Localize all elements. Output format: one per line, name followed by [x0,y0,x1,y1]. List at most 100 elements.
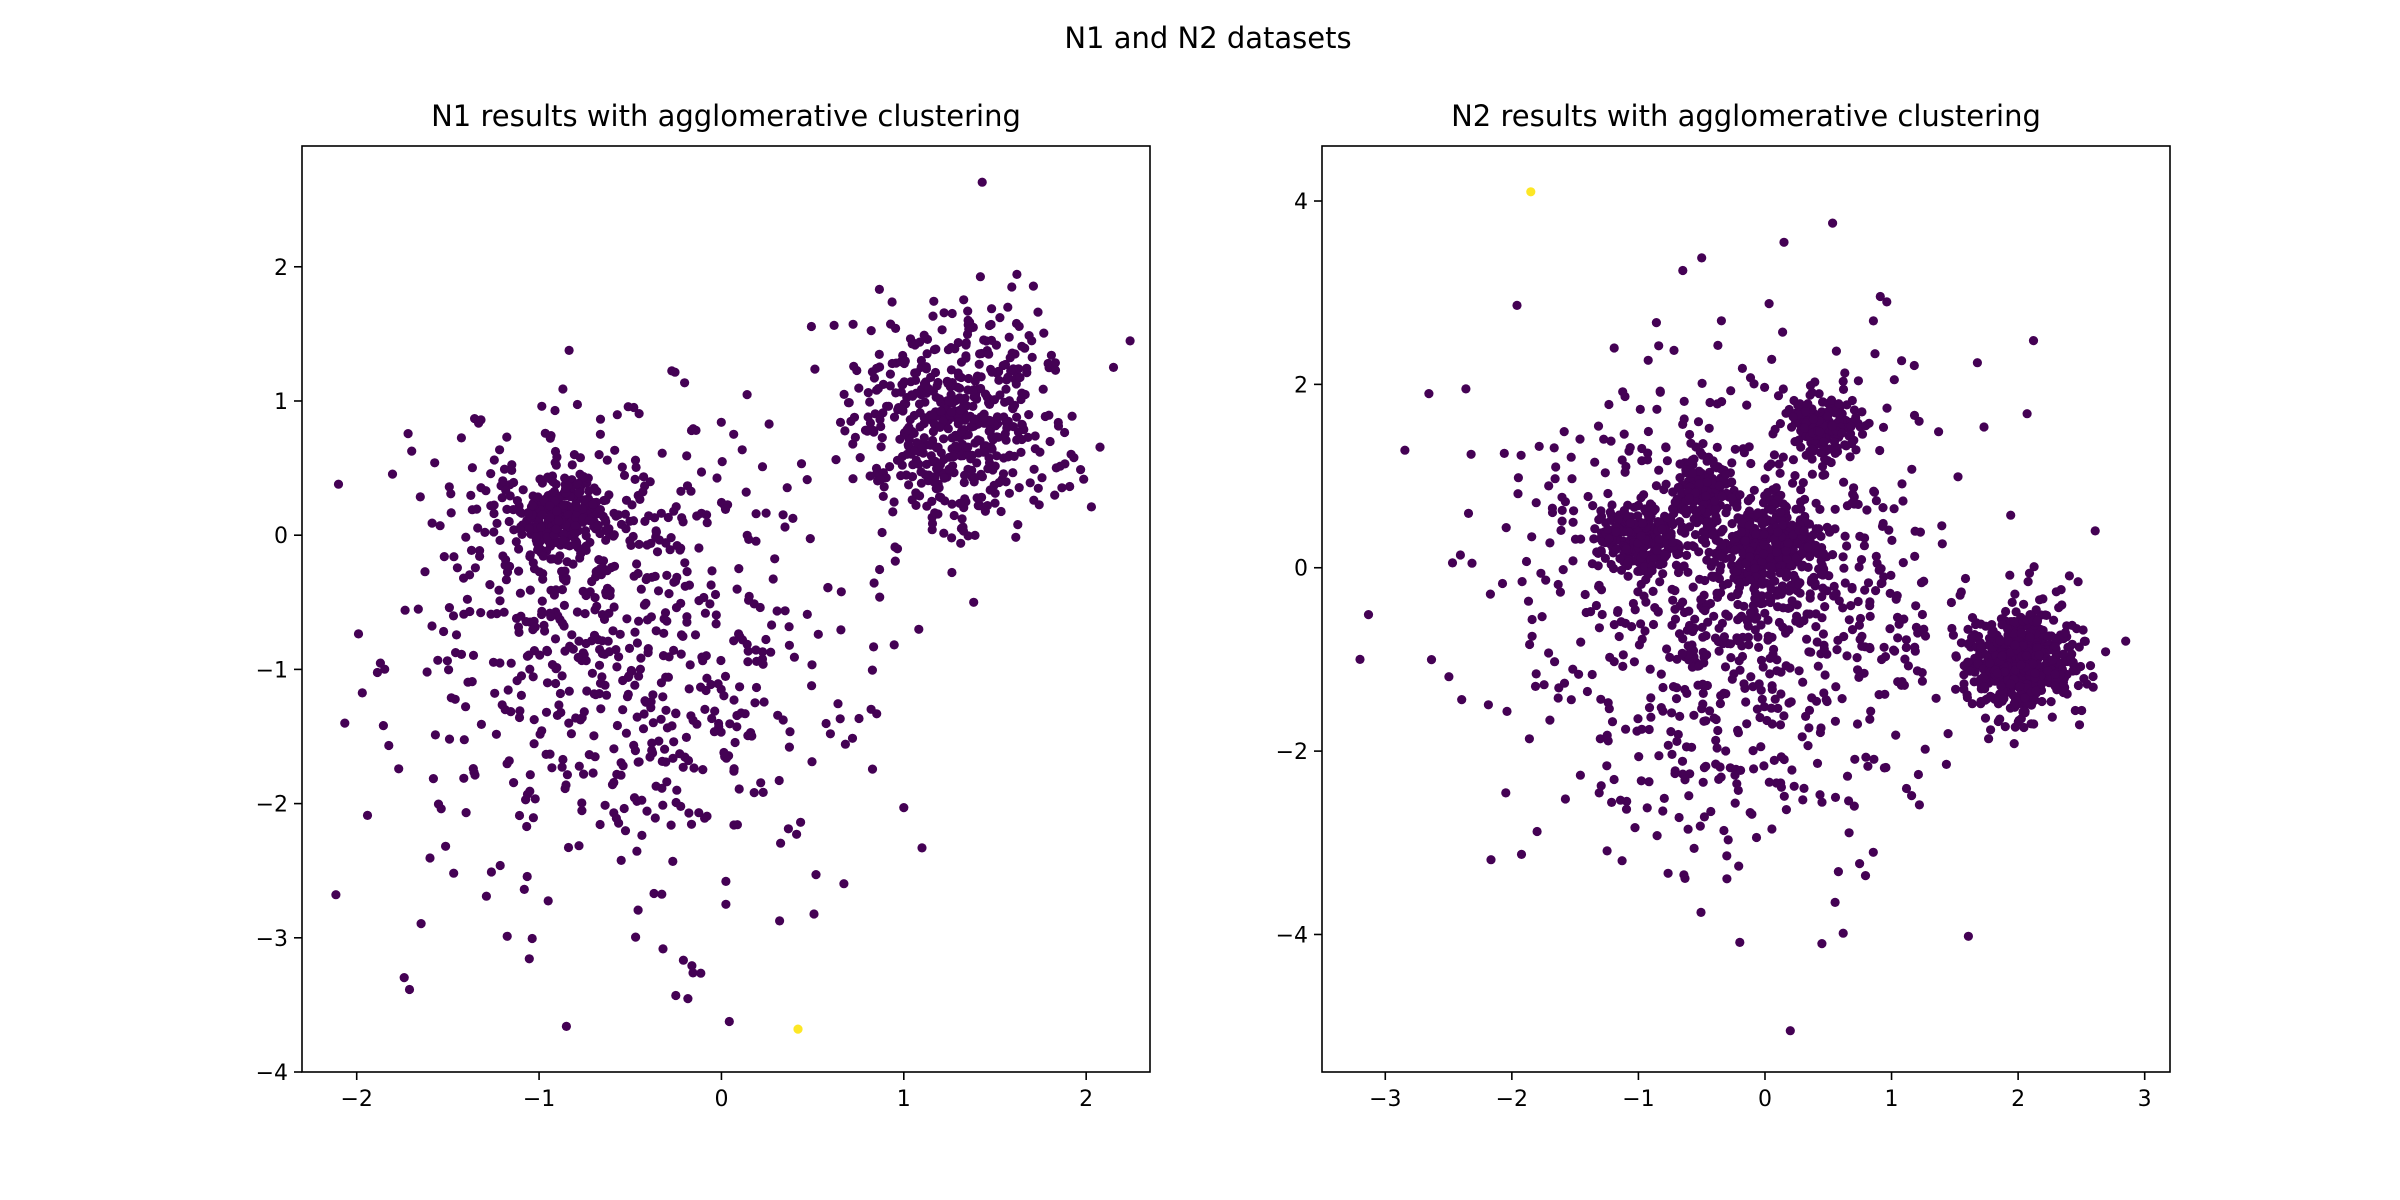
scatter-point [1644,703,1655,713]
scatter-point [1846,601,1856,611]
scatter-point [686,819,697,829]
scatter-point [792,829,802,839]
scatter-point [1811,540,1821,551]
scatter-point [699,592,709,603]
scatter-point [476,608,486,618]
scatter-point [1740,536,1750,546]
scatter-point [1822,522,1832,533]
scatter-point [1914,416,1924,426]
scatter-point [1688,582,1698,592]
scatter-point [1003,372,1013,382]
scatter-point [1796,485,1806,495]
scatter-point [1696,907,1706,918]
scatter-point [1711,504,1721,514]
scatter-point [1655,386,1665,396]
scatter-point [678,762,688,772]
scatter-point [584,486,594,496]
scatter-point [509,525,519,535]
scatter-point [1814,524,1824,534]
scatter-point [1910,551,1920,562]
scatter-point [806,321,817,332]
scatter-point [855,453,865,463]
scatter-point [1769,534,1779,544]
scatter-point [1594,515,1604,525]
scatter-point [928,311,938,321]
scatter-point [558,500,569,510]
scatter-point [943,378,953,388]
scatter-point [1817,591,1827,602]
scatter-point [1842,771,1853,781]
scatter-point [916,478,927,488]
scatter-point [1775,720,1786,730]
scatter-point [743,657,753,667]
scatter-point [1556,525,1566,536]
scatter-point [1057,483,1067,493]
scatter-point [1839,631,1849,642]
scatter-point [589,731,599,741]
scatter-point [1027,352,1037,362]
scatter-point [682,451,692,461]
scatter-point [1730,798,1740,808]
x-tick-label: −2 [340,1087,372,1112]
scatter-point [1618,661,1628,672]
scatter-point [1007,282,1017,292]
scatter-point [833,699,843,709]
scatter-point [678,517,688,527]
scatter-point [1857,407,1867,417]
scatter-point [1868,316,1878,326]
scatter-point [1125,336,1135,346]
scatter-point [609,530,619,540]
outlier-point-cluster-1 [793,1024,803,1034]
scatter-point [1778,327,1788,337]
scatter-point [2068,666,2078,676]
scatter-point [1678,597,1688,607]
scatter-point [919,433,929,443]
scatter-point [700,704,710,715]
scatter-point [507,465,517,475]
scatter-point [1893,633,1903,643]
scatter-point [1025,478,1035,488]
scatter-point [1549,443,1559,453]
scatter-point [1670,766,1680,776]
scatter-point [2011,607,2021,617]
scatter-point [1744,640,1754,650]
scatter-point [978,447,989,457]
scatter-point [1860,533,1870,543]
scatter-point [1704,423,1714,433]
scatter-point [740,709,750,719]
scatter-point [2042,610,2052,621]
outlier-point [1108,362,1119,372]
scatter-point [633,905,643,915]
scatter-point [502,759,512,769]
scatter-point [690,630,701,640]
scatter-point [1781,805,1791,815]
y-tick-label: 4 [1294,190,1308,215]
scatter-point [570,529,580,539]
scatter-point [1995,636,2005,646]
scatter-point [742,390,752,400]
scatter-point [1023,432,1033,442]
scatter-point [1789,781,1799,791]
scatter-point [1871,551,1881,562]
scatter-point [1621,724,1631,734]
scatter-point [2006,679,2016,689]
scatter-point [688,968,698,978]
scatter-point [1759,549,1769,559]
scatter-point [572,502,582,512]
scatter-point [516,525,526,535]
scatter-point [528,672,538,682]
scatter-point [700,608,711,618]
outlier-point [1355,654,1365,665]
scatter-point [875,564,885,575]
scatter-point [1609,343,1619,353]
scatter-point [634,539,644,550]
scatter-point [1022,368,1032,378]
scatter-point [649,888,659,899]
scatter-point [1837,428,1847,438]
scatter-point [716,727,726,737]
scatter-point [866,326,876,336]
scatter-point [501,485,511,495]
scatter-point [889,497,899,507]
scatter-point [1618,387,1628,397]
scatter-point [1775,468,1785,478]
